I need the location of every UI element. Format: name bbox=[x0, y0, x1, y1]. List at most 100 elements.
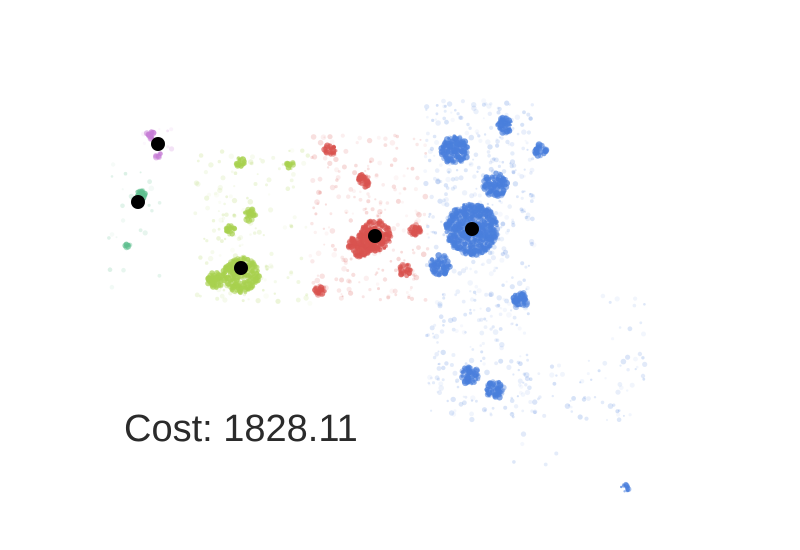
data-point bbox=[528, 377, 533, 382]
data-point bbox=[409, 296, 415, 301]
data-point bbox=[357, 135, 363, 141]
data-point bbox=[148, 135, 152, 139]
data-point bbox=[454, 329, 459, 333]
data-point bbox=[425, 138, 429, 142]
data-point bbox=[203, 170, 208, 175]
data-point bbox=[437, 390, 442, 396]
data-point bbox=[520, 209, 525, 214]
data-point bbox=[109, 232, 115, 237]
data-point bbox=[451, 412, 457, 417]
data-point bbox=[225, 195, 229, 199]
data-point bbox=[454, 293, 458, 297]
data-point bbox=[568, 404, 571, 407]
centroid-marker-2 bbox=[368, 229, 382, 243]
data-point bbox=[368, 288, 372, 292]
data-point bbox=[301, 160, 307, 166]
data-point bbox=[424, 104, 430, 110]
data-point bbox=[166, 129, 170, 133]
data-point bbox=[312, 287, 319, 293]
data-point bbox=[463, 144, 467, 148]
data-point bbox=[346, 278, 351, 284]
data-point bbox=[498, 306, 501, 309]
data-point bbox=[517, 326, 522, 331]
data-point bbox=[509, 398, 515, 404]
data-point bbox=[334, 167, 340, 173]
data-point bbox=[386, 295, 391, 300]
data-point bbox=[366, 199, 371, 204]
data-point bbox=[492, 192, 498, 198]
data-point bbox=[494, 361, 498, 366]
data-point bbox=[431, 118, 435, 122]
data-point bbox=[509, 159, 516, 165]
data-point bbox=[484, 369, 490, 376]
data-point bbox=[604, 377, 607, 380]
data-point bbox=[341, 295, 344, 298]
data-point bbox=[519, 298, 523, 302]
data-point bbox=[207, 192, 212, 197]
data-point bbox=[243, 281, 249, 287]
data-point bbox=[432, 332, 434, 335]
data-point bbox=[289, 270, 294, 275]
data-point bbox=[205, 205, 211, 211]
data-point bbox=[238, 235, 244, 241]
data-point bbox=[431, 260, 436, 265]
data-point bbox=[472, 192, 478, 197]
data-point bbox=[524, 139, 527, 142]
data-point bbox=[379, 211, 383, 215]
data-point bbox=[273, 292, 276, 295]
data-point bbox=[491, 189, 497, 195]
data-point bbox=[378, 220, 385, 228]
data-point bbox=[458, 219, 462, 224]
data-point bbox=[487, 250, 493, 256]
data-point bbox=[314, 277, 321, 284]
data-point bbox=[464, 331, 467, 334]
data-point bbox=[473, 240, 478, 245]
data-point bbox=[639, 321, 643, 325]
data-point bbox=[473, 367, 477, 371]
data-point bbox=[450, 111, 453, 114]
data-point bbox=[458, 115, 463, 120]
data-point bbox=[497, 117, 505, 125]
data-point bbox=[267, 193, 271, 196]
data-point bbox=[393, 187, 397, 192]
data-point bbox=[265, 268, 269, 271]
data-point bbox=[237, 158, 242, 162]
data-point bbox=[229, 287, 233, 291]
data-point bbox=[590, 378, 593, 381]
data-point bbox=[230, 224, 234, 229]
data-point bbox=[322, 285, 326, 290]
data-point bbox=[442, 270, 448, 276]
data-point bbox=[209, 270, 215, 276]
data-point bbox=[454, 207, 459, 211]
data-point bbox=[264, 264, 268, 268]
data-point bbox=[620, 358, 627, 365]
data-point bbox=[522, 331, 527, 335]
data-point bbox=[476, 288, 482, 294]
data-point bbox=[435, 178, 441, 185]
data-point bbox=[363, 275, 369, 281]
data-point bbox=[525, 212, 531, 218]
data-point bbox=[289, 224, 294, 229]
data-point bbox=[315, 250, 322, 257]
data-point bbox=[359, 190, 362, 194]
data-point bbox=[529, 238, 535, 245]
data-point bbox=[273, 280, 277, 284]
data-point bbox=[416, 212, 422, 218]
data-point bbox=[478, 212, 484, 218]
data-point bbox=[501, 180, 504, 183]
data-point bbox=[471, 105, 477, 111]
data-point bbox=[509, 284, 515, 290]
data-point bbox=[474, 129, 480, 134]
data-point bbox=[470, 162, 473, 166]
data-point bbox=[517, 368, 520, 372]
data-point bbox=[523, 190, 526, 193]
data-point bbox=[533, 410, 537, 415]
data-point bbox=[366, 164, 370, 168]
data-point bbox=[155, 154, 162, 160]
data-point bbox=[447, 237, 451, 241]
data-point bbox=[537, 372, 541, 375]
data-point bbox=[490, 242, 494, 246]
data-point bbox=[438, 381, 444, 387]
data-point bbox=[366, 219, 372, 225]
data-point bbox=[305, 153, 310, 158]
